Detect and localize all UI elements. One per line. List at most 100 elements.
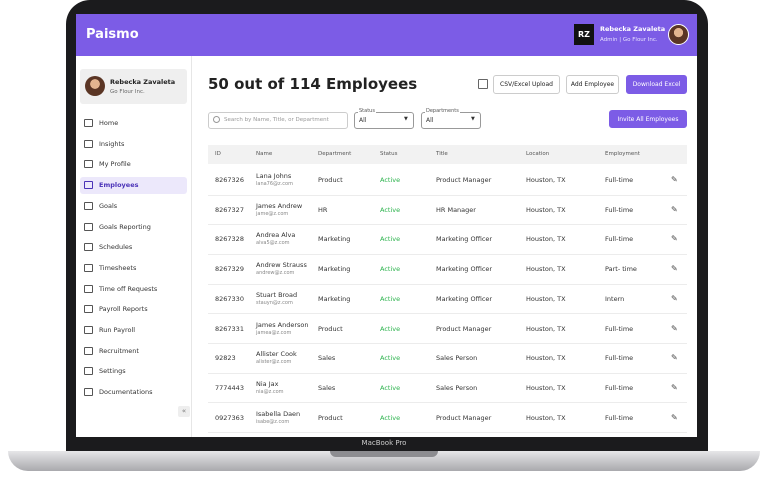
row-divider bbox=[208, 253, 687, 255]
cell-location: Houston, TX bbox=[526, 383, 566, 392]
column-header: Location bbox=[526, 151, 550, 157]
cell-status: Active bbox=[380, 324, 401, 333]
column-header: ID bbox=[215, 151, 221, 157]
cell-location: Houston, TX bbox=[526, 294, 566, 303]
nav-icon bbox=[84, 263, 93, 272]
nav-label: Run Payroll bbox=[99, 326, 136, 334]
profile-company: Go Flour Inc. bbox=[110, 89, 145, 95]
user-avatar[interactable] bbox=[668, 24, 689, 45]
edit-icon[interactable]: ✎ bbox=[671, 264, 678, 274]
cell-department: Marketing bbox=[318, 294, 351, 303]
row-divider bbox=[208, 343, 687, 344]
collapse-button[interactable]: « bbox=[178, 406, 190, 417]
cell-title: Marketing Officer bbox=[436, 294, 493, 303]
department-filter-value: All bbox=[426, 117, 434, 124]
employee-email: jame@z.com bbox=[256, 210, 289, 217]
cell-status: Active bbox=[380, 294, 401, 303]
nav-icon bbox=[84, 388, 93, 397]
status-filter-label: Status bbox=[358, 108, 376, 114]
cell-employment: Full-time bbox=[605, 205, 634, 214]
nav-label: Goals bbox=[99, 201, 118, 210]
nav-item[interactable]: Goals bbox=[80, 197, 187, 214]
cell-status: Active bbox=[380, 354, 401, 363]
employee-name: James Anderson bbox=[256, 320, 309, 329]
edit-icon[interactable]: ✎ bbox=[671, 382, 678, 392]
employee-email: alister@z.com bbox=[256, 359, 292, 366]
status-filter-value: All bbox=[359, 117, 367, 124]
edit-icon[interactable]: ✎ bbox=[671, 412, 678, 422]
nav-item[interactable]: Time off Requests bbox=[80, 280, 187, 297]
employee-name: Isabella Daen bbox=[256, 409, 301, 418]
cell-title: Marketing Officer bbox=[436, 235, 493, 244]
nav-icon bbox=[84, 305, 93, 314]
nav-item[interactable]: Timesheets bbox=[80, 259, 187, 276]
edit-icon[interactable]: ✎ bbox=[671, 293, 678, 303]
nav-item[interactable]: My Profile bbox=[80, 156, 187, 173]
edit-icon[interactable]: ✎ bbox=[671, 353, 678, 363]
nav-icon bbox=[84, 139, 93, 148]
nav-icon bbox=[84, 346, 93, 355]
nav-icon bbox=[84, 222, 93, 231]
employee-email: andrew@z.com bbox=[256, 270, 295, 277]
nav-icon bbox=[84, 119, 93, 127]
download-button[interactable]: Download Excel bbox=[626, 75, 687, 94]
cell-employment: Full-time bbox=[605, 383, 634, 392]
cell-id: 7774443 bbox=[215, 383, 244, 392]
status-filter[interactable] bbox=[354, 112, 414, 129]
employee-email: isabe@z.com bbox=[256, 418, 290, 425]
nav-item[interactable]: Home bbox=[80, 115, 187, 132]
column-header: Employment bbox=[605, 151, 640, 157]
employee-email: nia@z.com bbox=[256, 388, 284, 395]
column-header: Name bbox=[256, 151, 273, 157]
nav-item[interactable]: Employees bbox=[80, 176, 187, 194]
nav-item[interactable]: Schedules bbox=[80, 239, 187, 256]
nav-label: Employees bbox=[99, 181, 139, 190]
nav-item[interactable]: Run Payroll bbox=[80, 322, 187, 339]
nav-item[interactable]: Insights bbox=[80, 135, 187, 152]
cell-department: Marketing bbox=[318, 265, 351, 274]
employee-email: lana76@z.com bbox=[256, 181, 293, 187]
cell-status: Active bbox=[380, 265, 401, 274]
nav-icon bbox=[84, 181, 93, 190]
cell-title: Product Manager bbox=[436, 176, 492, 184]
row-divider bbox=[208, 402, 687, 404]
nav-label: My Profile bbox=[99, 160, 131, 169]
add-employee-button[interactable]: Add Employee bbox=[566, 75, 619, 94]
cell-employment: Full-time bbox=[605, 235, 634, 244]
edit-icon[interactable]: ✎ bbox=[671, 175, 678, 184]
nav-label: Timesheets bbox=[99, 263, 137, 272]
invite-button[interactable]: Invite All Employees bbox=[609, 110, 687, 128]
cell-id: 92823 bbox=[215, 354, 236, 363]
upload-button[interactable]: CSV/Excel Upload bbox=[493, 75, 560, 94]
nav-icon bbox=[84, 201, 93, 210]
nav-item[interactable]: Recruitment bbox=[80, 342, 187, 359]
laptop-base bbox=[8, 451, 760, 471]
column-header: Title bbox=[436, 151, 448, 157]
edit-icon[interactable]: ✎ bbox=[671, 234, 678, 244]
cell-department: Sales bbox=[318, 383, 336, 392]
laptop-notch bbox=[330, 451, 438, 457]
org-chart-icon[interactable] bbox=[478, 79, 488, 89]
cell-department: Product bbox=[318, 324, 343, 333]
cell-department: Product bbox=[318, 413, 343, 422]
nav-item[interactable]: Documentations bbox=[80, 384, 187, 401]
employee-name: Andrea Alva bbox=[256, 231, 296, 240]
search-box[interactable] bbox=[208, 112, 348, 129]
cell-title: Product Manager bbox=[436, 413, 492, 422]
nav-icon bbox=[84, 243, 93, 252]
cell-status: Active bbox=[380, 205, 401, 214]
nav-item[interactable]: Goals Reporting bbox=[80, 218, 187, 235]
edit-icon[interactable]: ✎ bbox=[671, 204, 678, 214]
nav-item[interactable]: Settings bbox=[80, 363, 187, 380]
column-header: Status bbox=[380, 151, 398, 157]
column-header: Department bbox=[318, 151, 352, 157]
cell-location: Houston, TX bbox=[526, 354, 566, 363]
nav-label: Payroll Reports bbox=[99, 305, 148, 314]
nav-icon bbox=[84, 284, 93, 293]
nav-label: Documentations bbox=[99, 388, 153, 397]
nav-item[interactable]: Payroll Reports bbox=[80, 301, 187, 318]
employee-name: James Andrew bbox=[256, 201, 303, 210]
nav-label: Recruitment bbox=[99, 346, 139, 355]
cell-title: Marketing Officer bbox=[436, 265, 493, 274]
edit-icon[interactable]: ✎ bbox=[671, 323, 678, 333]
